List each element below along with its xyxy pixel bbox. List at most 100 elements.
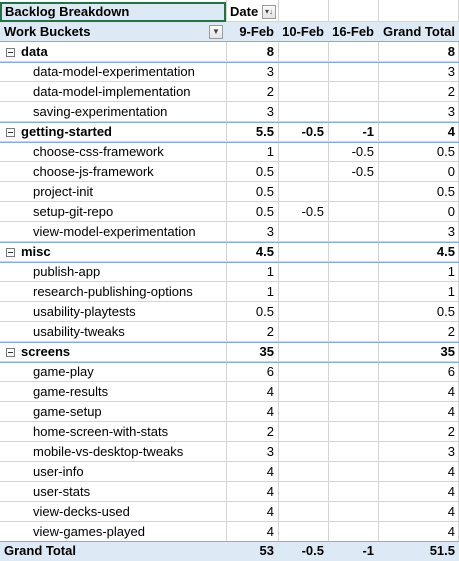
item-row[interactable]: choose-css-framework 1 -0.5 0.5 bbox=[0, 142, 459, 162]
item-value: 4 bbox=[266, 384, 274, 399]
item-row[interactable]: game-results 4 4 bbox=[0, 382, 459, 402]
collapse-minus-icon[interactable] bbox=[6, 128, 15, 137]
item-value bbox=[278, 282, 328, 302]
gridline-horizontal bbox=[0, 161, 459, 162]
item-row[interactable]: mobile-vs-desktop-tweaks 3 3 bbox=[0, 442, 459, 462]
item-value: 4 bbox=[266, 404, 274, 419]
item-row[interactable]: research-publishing-options 1 1 bbox=[0, 282, 459, 302]
item-label: game-setup bbox=[33, 404, 102, 419]
group-row-getting-started[interactable]: getting-started 5.5 -0.5 -1 4 bbox=[0, 122, 459, 142]
item-value bbox=[278, 462, 328, 482]
item-row[interactable]: setup-git-repo 0.5 -0.5 0 bbox=[0, 202, 459, 222]
item-row[interactable]: view-decks-used 4 4 bbox=[0, 502, 459, 522]
item-value: 4 bbox=[266, 524, 274, 539]
item-value bbox=[278, 142, 328, 162]
group-subtotal-value: -0.5 bbox=[301, 124, 324, 139]
item-value bbox=[278, 62, 328, 82]
item-value: 1 bbox=[266, 264, 274, 279]
item-label: home-screen-with-stats bbox=[33, 424, 169, 439]
item-row[interactable]: publish-app 1 1 bbox=[0, 262, 459, 282]
item-row[interactable]: choose-js-framework 0.5 -0.5 0 bbox=[0, 162, 459, 182]
item-value: 3 bbox=[447, 104, 455, 119]
group-subtotal-value: 4 bbox=[447, 124, 455, 139]
gridline-horizontal bbox=[0, 261, 459, 262]
gridline-horizontal bbox=[0, 101, 459, 102]
item-row[interactable]: data-model-implementation 2 2 bbox=[0, 82, 459, 102]
group-separator bbox=[0, 142, 459, 143]
group-subtotal-value: 4.5 bbox=[255, 244, 274, 259]
gridline-horizontal bbox=[0, 281, 459, 282]
item-row[interactable]: game-setup 4 4 bbox=[0, 402, 459, 422]
grand-total-value: 51.5 bbox=[429, 543, 455, 558]
item-value bbox=[328, 282, 378, 302]
item-row[interactable]: project-init 0.5 0.5 bbox=[0, 182, 459, 202]
grand-total-value: -0.5 bbox=[301, 543, 324, 558]
gridline-horizontal bbox=[0, 481, 459, 482]
item-value: 4 bbox=[447, 464, 455, 479]
item-row[interactable]: view-games-played 4 4 bbox=[0, 522, 459, 542]
item-label: user-info bbox=[33, 464, 84, 479]
item-label: project-init bbox=[33, 184, 93, 199]
item-row[interactable]: user-stats 4 4 bbox=[0, 482, 459, 502]
group-subtotal-value: 8 bbox=[447, 44, 455, 59]
gridline-horizontal bbox=[0, 501, 459, 502]
dropdown-arrow-icon[interactable]: ▼ bbox=[209, 25, 223, 39]
gridline-horizontal bbox=[0, 81, 459, 82]
item-value bbox=[278, 402, 328, 422]
group-separator bbox=[0, 342, 459, 343]
item-row[interactable]: home-screen-with-stats 2 2 bbox=[0, 422, 459, 442]
group-subtotal-value: 5.5 bbox=[255, 124, 274, 139]
item-label: mobile-vs-desktop-tweaks bbox=[33, 444, 184, 459]
item-value bbox=[328, 502, 378, 522]
gridline-horizontal bbox=[0, 301, 459, 302]
item-value: 3 bbox=[266, 104, 274, 119]
group-row-screens[interactable]: screens 35 35 bbox=[0, 342, 459, 362]
item-row[interactable]: data-model-experimentation 3 3 bbox=[0, 62, 459, 82]
item-row[interactable]: usability-playtests 0.5 0.5 bbox=[0, 302, 459, 322]
item-value bbox=[278, 102, 328, 122]
item-value: -0.5 bbox=[301, 204, 324, 219]
item-value bbox=[278, 522, 328, 542]
item-value bbox=[278, 362, 328, 382]
item-value: 6 bbox=[266, 364, 274, 379]
item-value: 3 bbox=[447, 444, 455, 459]
item-value bbox=[278, 262, 328, 282]
item-label: game-play bbox=[33, 364, 94, 379]
collapse-minus-icon[interactable] bbox=[6, 48, 15, 57]
item-value bbox=[278, 382, 328, 402]
gridline-vertical bbox=[378, 0, 379, 561]
filter-sort-icon[interactable]: ▾↓ bbox=[262, 5, 276, 19]
item-value: 0.5 bbox=[255, 184, 274, 199]
item-value: 2 bbox=[266, 84, 274, 99]
group-subtotal-value bbox=[328, 242, 378, 262]
item-row[interactable]: game-play 6 6 bbox=[0, 362, 459, 382]
item-value: 4 bbox=[447, 524, 455, 539]
group-subtotal-value bbox=[278, 242, 328, 262]
group-row-misc[interactable]: misc 4.5 4.5 bbox=[0, 242, 459, 262]
item-value bbox=[278, 322, 328, 342]
item-value bbox=[328, 422, 378, 442]
item-row[interactable]: view-model-experimentation 3 3 bbox=[0, 222, 459, 242]
item-value: 1 bbox=[447, 284, 455, 299]
collapse-minus-icon[interactable] bbox=[6, 348, 15, 357]
item-value: 0.5 bbox=[255, 164, 274, 179]
item-value: 2 bbox=[447, 424, 455, 439]
item-value bbox=[328, 302, 378, 322]
collapse-minus-icon[interactable] bbox=[6, 248, 15, 257]
item-value: 1 bbox=[266, 284, 274, 299]
item-row[interactable]: user-info 4 4 bbox=[0, 462, 459, 482]
item-label: research-publishing-options bbox=[33, 284, 193, 299]
item-value bbox=[328, 102, 378, 122]
gridline-vertical bbox=[278, 0, 279, 561]
item-value: 2 bbox=[266, 424, 274, 439]
item-value: 0.5 bbox=[436, 304, 455, 319]
group-row-data[interactable]: data 8 8 bbox=[0, 42, 459, 62]
item-row[interactable]: saving-experimentation 3 3 bbox=[0, 102, 459, 122]
group-label: getting-started bbox=[21, 124, 112, 139]
item-value: 2 bbox=[447, 324, 455, 339]
item-value: -0.5 bbox=[351, 164, 374, 179]
pivot-title-cell[interactable]: Backlog Breakdown bbox=[0, 2, 226, 22]
gridline-horizontal bbox=[0, 521, 459, 522]
item-row[interactable]: usability-tweaks 2 2 bbox=[0, 322, 459, 342]
